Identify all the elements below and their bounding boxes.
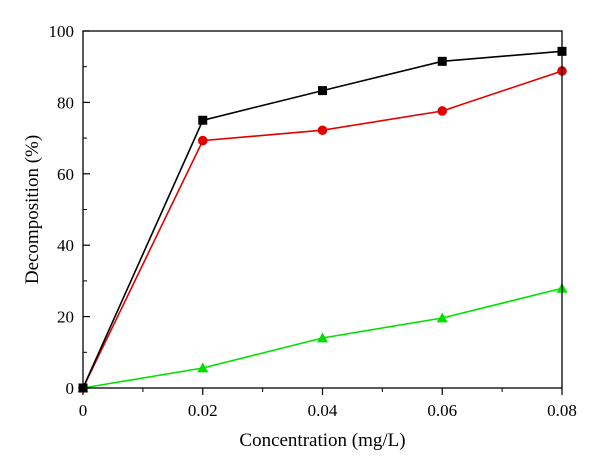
plot-area-frame <box>82 30 563 389</box>
data-point <box>197 135 208 146</box>
y-tick-label: 0 <box>66 379 75 398</box>
y-tick-label: 60 <box>57 165 74 184</box>
y-tick-label: 20 <box>57 308 74 327</box>
data-point <box>317 125 328 136</box>
series-triangle <box>77 282 568 393</box>
data-point <box>437 106 448 116</box>
data-point <box>198 115 208 125</box>
y-tick-label: 80 <box>57 93 74 112</box>
y-axis-title: Decomposition (%) <box>22 135 43 284</box>
y-tick-label: 40 <box>57 236 74 255</box>
y-tick-label: 100 <box>49 22 75 41</box>
x-tick-label: 0.08 <box>547 401 577 420</box>
tick-labels: 0 20 40 60 80 100 0 0.02 0.04 0.06 0.08 <box>49 22 577 420</box>
x-tick-label: 0.02 <box>188 401 218 420</box>
x-tick-label: 0 <box>79 401 88 420</box>
data-series <box>77 46 568 393</box>
data-point <box>197 362 209 373</box>
data-point <box>436 312 448 323</box>
x-tick-label: 0.06 <box>427 401 457 420</box>
data-point <box>437 56 447 66</box>
data-point <box>318 86 327 96</box>
series-circle <box>78 66 567 393</box>
x-tick-label: 0.04 <box>308 401 338 420</box>
data-point <box>317 332 328 343</box>
x-axis-title: Concentration (mg/L) <box>239 430 405 451</box>
